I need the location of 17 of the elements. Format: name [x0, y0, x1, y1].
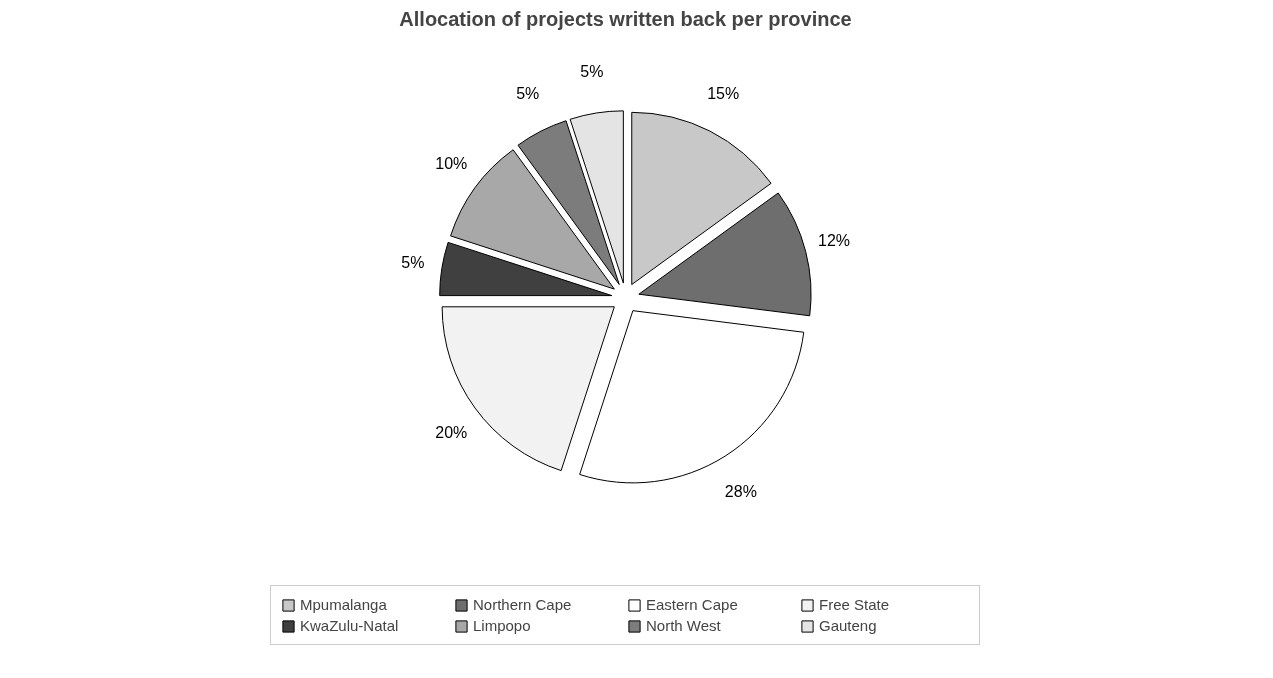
data-label: 12%	[818, 232, 851, 250]
chart-title: Allocation of projects written back per province	[399, 7, 852, 30]
data-label: 15%	[707, 84, 740, 102]
data-label: 5%	[580, 62, 604, 80]
legend-label: KwaZulu-Natal	[300, 617, 400, 634]
legend-label: Free State	[819, 596, 891, 613]
data-label: 28%	[724, 483, 757, 501]
legend-label: Gauteng	[819, 617, 878, 634]
legend-label: Northern Cape	[473, 596, 573, 613]
legend-label: Mpumalanga	[300, 596, 388, 613]
legend-label: Eastern Cape	[646, 596, 739, 613]
data-label: 5%	[516, 84, 540, 102]
data-label: 5%	[401, 253, 425, 271]
data-label: 10%	[435, 154, 468, 172]
data-label: 20%	[435, 424, 468, 442]
legend-label: North West	[646, 617, 722, 634]
legend-label: Limpopo	[473, 617, 532, 634]
